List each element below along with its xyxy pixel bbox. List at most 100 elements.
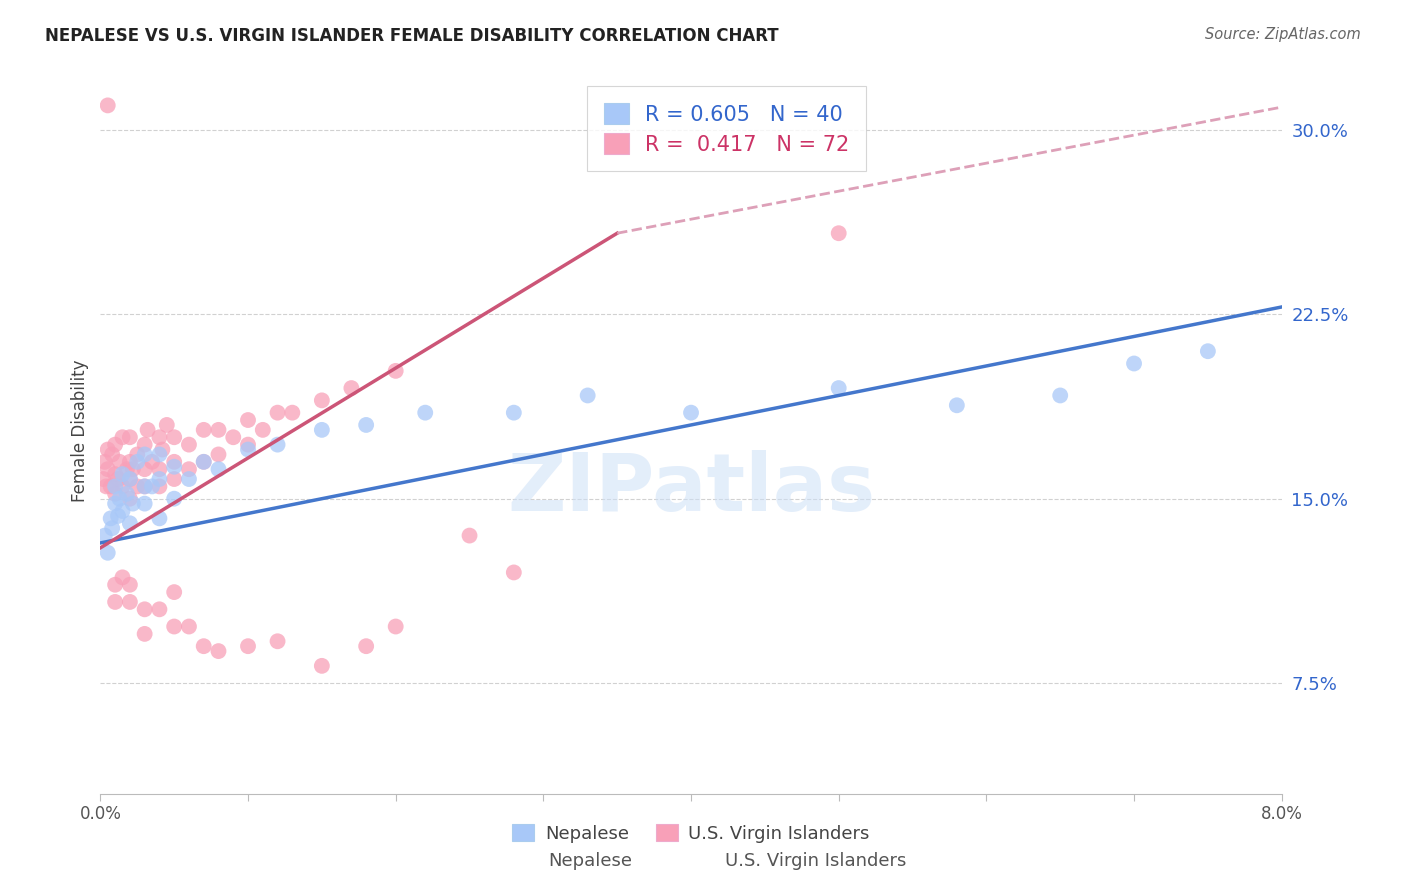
Point: [163, 455, 186, 469]
Point: [134, 462, 156, 476]
Point: [115, 462, 138, 476]
Point: [104, 497, 127, 511]
Point: [111, 467, 134, 482]
Point: [97, 442, 120, 457]
Point: [207, 644, 229, 658]
Point: [163, 585, 186, 599]
Point: [121, 462, 143, 476]
Point: [828, 381, 851, 395]
Point: [104, 487, 127, 501]
Point: [111, 479, 134, 493]
Point: [134, 627, 156, 641]
Point: [134, 437, 156, 451]
Point: [148, 479, 170, 493]
Point: [101, 521, 124, 535]
Point: [100, 511, 122, 525]
Point: [111, 504, 134, 518]
Point: [134, 602, 156, 616]
Point: [97, 462, 120, 476]
Point: [1049, 388, 1071, 402]
Point: [177, 437, 200, 451]
Point: [141, 455, 163, 469]
Point: [576, 388, 599, 402]
Point: [148, 602, 170, 616]
Point: [236, 639, 259, 653]
Point: [134, 497, 156, 511]
Point: [354, 417, 377, 432]
Point: [266, 437, 288, 451]
Point: [101, 447, 124, 461]
Point: [141, 479, 163, 493]
Point: [94, 455, 117, 469]
Point: [828, 226, 851, 240]
Point: [134, 479, 156, 493]
Point: [156, 417, 179, 432]
Point: [1123, 357, 1146, 371]
Point: [163, 619, 186, 633]
Point: [177, 472, 200, 486]
Point: [340, 381, 363, 395]
Point: [118, 516, 141, 531]
Point: [236, 437, 259, 451]
Point: [252, 423, 274, 437]
Point: [148, 430, 170, 444]
Point: [104, 437, 127, 451]
Point: [222, 430, 245, 444]
Point: [118, 595, 141, 609]
Point: [107, 472, 129, 486]
Point: [502, 406, 524, 420]
Point: [127, 455, 149, 469]
Point: [118, 491, 141, 506]
Point: [115, 487, 138, 501]
Point: [111, 570, 134, 584]
Point: [107, 508, 129, 523]
Point: [121, 497, 143, 511]
Point: [177, 619, 200, 633]
Point: [946, 398, 969, 412]
Point: [96, 479, 118, 493]
Point: [118, 578, 141, 592]
Point: [384, 619, 406, 633]
Point: [311, 658, 333, 673]
Point: [104, 479, 127, 493]
Point: [163, 459, 186, 474]
Point: [193, 423, 215, 437]
Point: [207, 447, 229, 461]
Point: [118, 455, 141, 469]
Text: Nepalese: Nepalese: [548, 852, 633, 870]
Point: [108, 491, 131, 506]
Point: [193, 455, 215, 469]
Point: [458, 528, 481, 542]
Point: [266, 634, 288, 648]
Point: [148, 472, 170, 486]
Text: ZIPatlas: ZIPatlas: [508, 450, 875, 528]
Point: [100, 479, 122, 493]
Point: [91, 472, 114, 486]
Point: [281, 406, 304, 420]
Point: [163, 491, 186, 506]
Point: [236, 442, 259, 457]
Point: [118, 472, 141, 486]
Point: [134, 447, 156, 461]
Point: [134, 479, 156, 493]
Y-axis label: Female Disability: Female Disability: [72, 359, 89, 502]
Point: [104, 467, 127, 482]
Point: [127, 447, 149, 461]
Point: [148, 447, 170, 461]
Point: [679, 406, 702, 420]
Point: [97, 546, 120, 560]
Point: [94, 528, 117, 542]
Point: [311, 393, 333, 408]
Point: [193, 639, 215, 653]
Point: [207, 423, 229, 437]
Point: [354, 639, 377, 653]
Text: Source: ZipAtlas.com: Source: ZipAtlas.com: [1205, 27, 1361, 42]
Point: [148, 462, 170, 476]
Legend: R = 0.605   N = 40, R =  0.417   N = 72: R = 0.605 N = 40, R = 0.417 N = 72: [586, 87, 866, 171]
Point: [97, 98, 120, 112]
Point: [311, 423, 333, 437]
Point: [104, 578, 127, 592]
Text: NEPALESE VS U.S. VIRGIN ISLANDER FEMALE DISABILITY CORRELATION CHART: NEPALESE VS U.S. VIRGIN ISLANDER FEMALE …: [45, 27, 779, 45]
Point: [148, 511, 170, 525]
Text: U.S. Virgin Islanders: U.S. Virgin Islanders: [724, 852, 907, 870]
